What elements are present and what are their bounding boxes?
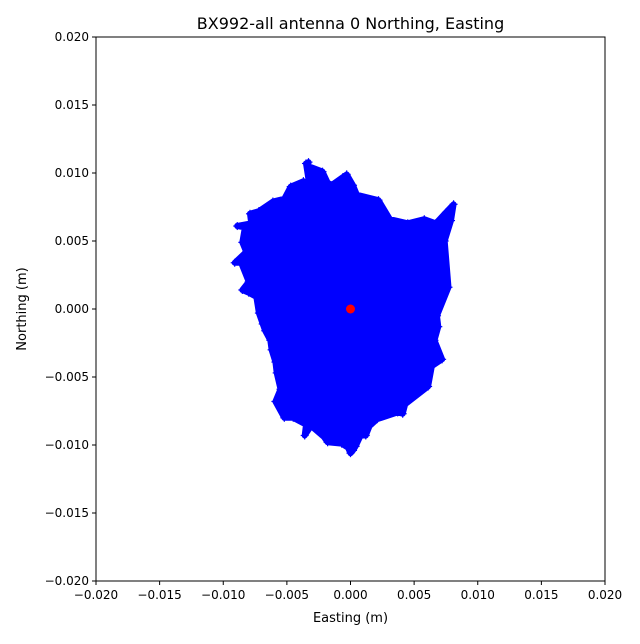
plus-marker [261,326,270,335]
plus-marker [276,385,285,394]
y-tick-label: 0.005 [55,234,89,248]
y-tick-label: −0.005 [45,370,89,384]
chart-title: BX992-all antenna 0 Northing, Easting [197,14,504,33]
plus-marker [266,336,275,345]
plus-marker [245,209,254,218]
plus-marker [343,443,352,452]
plus-marker [271,397,280,406]
plus-marker [449,200,458,209]
plus-marker [365,421,374,430]
x-tick-label: 0.015 [524,588,558,602]
plus-marker [299,177,308,186]
plus-marker [351,442,360,451]
plus-marker [258,319,267,328]
plus-marker [307,421,316,430]
x-tick-label: 0.000 [333,588,367,602]
plus-marker [301,420,310,429]
plus-marker [342,170,351,179]
plus-marker [238,285,247,294]
y-axis-label: Northing (m) [15,267,30,350]
plus-marker [401,400,410,409]
x-tick-label: 0.005 [397,588,431,602]
y-tick-label: −0.020 [45,574,89,588]
plus-marker [242,247,251,256]
plus-marker [346,449,355,458]
y-tick-label: 0.015 [55,98,89,112]
plus-marker [280,413,289,422]
plus-marker [393,408,402,417]
plus-marker [318,167,327,176]
plus-marker [385,215,394,224]
plus-marker [438,355,447,364]
plus-marker [349,181,358,190]
x-tick-label: 0.020 [588,588,622,602]
plus-marker [289,413,298,422]
plus-marker [240,223,249,232]
x-tick-label: −0.005 [265,588,309,602]
x-tick-label: −0.020 [74,588,118,602]
y-tick-label: 0.010 [55,166,89,180]
plus-marker [373,415,382,424]
plus-marker [356,431,365,440]
series-layer [230,158,458,458]
plus-marker [424,382,433,391]
mean-point-marker [346,304,355,314]
plus-marker [252,292,261,301]
plus-marker [323,438,332,447]
y-tick-label: 0.000 [55,302,89,316]
plus-marker [403,219,412,228]
plus-marker [247,219,256,228]
plus-marker [433,311,442,320]
plus-marker [447,216,456,225]
y-ticks: −0.020 −0.015 −0.010 −0.005 0.000 0.005 0.010 0… [45,30,96,588]
plus-marker [327,181,336,190]
plus-marker [444,283,453,292]
plus-marker [319,432,328,441]
plus-marker [286,182,295,191]
plus-marker [304,162,313,171]
plus-marker [271,358,280,367]
plus-marker [398,409,407,418]
plus-marker [233,222,242,231]
plus-marker [337,439,346,448]
x-ticks: −0.020 −0.015 −0.010 −0.005 0.000 0.005 0.010 0… [74,581,622,602]
y-tick-label: −0.010 [45,438,89,452]
plus-marker [268,197,277,206]
x-tick-label: 0.010 [461,588,495,602]
plus-marker [441,208,450,217]
plus-marker [430,336,439,345]
plus-marker [434,322,443,331]
plus-marker [300,431,309,440]
y-tick-label: −0.015 [45,506,89,520]
x-tick-label: −0.015 [137,588,181,602]
plus-marker [420,215,429,224]
plus-marker [280,194,289,203]
plus-marker [267,345,276,354]
plus-marker [230,258,239,267]
plus-marker [244,288,253,297]
y-tick-label: 0.020 [55,30,89,44]
x-axis-label: Easting (m) [313,611,388,626]
plus-marker [272,368,281,377]
plus-marker [431,219,440,228]
plus-marker [374,196,383,205]
plus-marker [244,277,253,286]
plus-marker [427,362,436,371]
plus-marker [238,238,247,247]
plus-marker [440,237,449,245]
plus-marker [352,190,361,199]
plus-marker [254,207,263,216]
plus-marker [305,183,314,192]
plus-marker [254,309,263,318]
x-tick-label: −0.010 [201,588,245,602]
